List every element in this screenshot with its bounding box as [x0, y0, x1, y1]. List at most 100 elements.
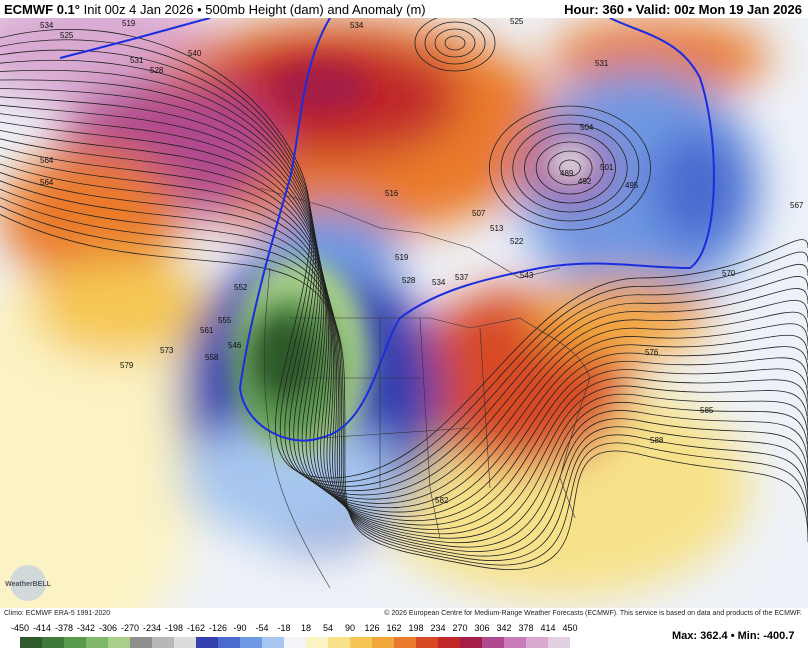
contour-label: 567 [790, 201, 804, 210]
contour [0, 113, 808, 517]
contour-label: 522 [510, 237, 524, 246]
logo-text: WeatherBELL [5, 581, 51, 588]
colorbar-swatch [108, 637, 130, 648]
contour-label: 534 [350, 21, 364, 30]
contour-label: 519 [122, 19, 136, 28]
contour [512, 123, 628, 213]
colorbar-label: -90 [233, 623, 246, 633]
contour [0, 214, 808, 570]
copyright: © 2026 European Centre for Medium-Range … [384, 610, 802, 617]
colorbar-label: -450 [11, 623, 29, 633]
colorbar-swatch [394, 637, 416, 648]
contour-label: 531 [130, 56, 144, 65]
colorbar-swatch [328, 637, 350, 648]
contour-label: 501 [600, 163, 614, 172]
colorbar-label: 342 [496, 623, 511, 633]
contour [0, 138, 808, 530]
colorbar-swatch [284, 637, 306, 648]
contour [535, 141, 605, 195]
colorbar-label: -342 [77, 623, 95, 633]
colorbar-label: 450 [562, 623, 577, 633]
contour-label: 489 [560, 169, 574, 178]
contour-label: 582 [435, 496, 449, 505]
colorbar-label: -198 [165, 623, 183, 633]
colorbar-swatch [64, 637, 86, 648]
colorbar-label: 90 [345, 623, 355, 633]
colorbar-label: -378 [55, 623, 73, 633]
colorbar-swatch [350, 637, 372, 648]
contour-label: 573 [160, 346, 174, 355]
contour-label: 570 [722, 269, 736, 278]
contour-label: 564 [40, 156, 54, 165]
contour [488, 105, 651, 231]
contour [424, 21, 486, 65]
contour-label: 540 [188, 49, 202, 58]
contour-label: 528 [150, 66, 164, 75]
contour [0, 188, 808, 557]
valid-time: Hour: 360 • Valid: 00z Mon 19 Jan 2026 [564, 2, 802, 17]
contour [0, 172, 808, 548]
colorbar-label: 270 [452, 623, 467, 633]
contour-label: 531 [595, 59, 609, 68]
contour-label: 516 [385, 189, 399, 198]
contour-label: 543 [520, 271, 534, 280]
contour-label: 561 [200, 326, 214, 335]
header-title: ECMWF 0.1° Init 00z 4 Jan 2026 • 500mb H… [4, 2, 426, 17]
colorbar-label: -306 [99, 623, 117, 633]
contour [0, 88, 808, 504]
colorbar-swatch [174, 637, 196, 648]
contour-label: 513 [490, 224, 504, 233]
colorbar-label: 18 [301, 623, 311, 633]
colorbar-label: 414 [540, 623, 555, 633]
colorbar-label: 162 [386, 623, 401, 633]
contour [0, 180, 808, 552]
contour [0, 69, 808, 496]
contour-label: 555 [218, 316, 232, 325]
contour-label: 576 [645, 348, 659, 357]
colorbar-swatch [504, 637, 526, 648]
colorbar-swatch [372, 637, 394, 648]
contour-label: 519 [395, 253, 409, 262]
colorbar-swatch [130, 637, 152, 648]
model-name: ECMWF 0.1° [4, 2, 80, 17]
contour [500, 114, 640, 222]
colorbar-swatch [262, 637, 284, 648]
colorbar-swatch [438, 637, 460, 648]
contour-label: 534 [432, 278, 446, 287]
colorbar-swatch [218, 637, 240, 648]
contour-label: 564 [40, 178, 54, 187]
contour-label: 492 [578, 177, 592, 186]
contour [444, 35, 466, 51]
contour [547, 150, 593, 186]
contour [0, 197, 808, 561]
colorbar-label: -126 [209, 623, 227, 633]
colorbar-swatch [152, 637, 174, 648]
contour-label: 546 [228, 341, 242, 350]
colorbar-swatch [306, 637, 328, 648]
contour-label: 579 [120, 361, 134, 370]
contour-label: 552 [234, 283, 248, 292]
contour-label: 528 [402, 276, 416, 285]
contour [0, 163, 808, 544]
colorbar-swatch [526, 637, 548, 648]
colorbar-swatch [482, 637, 504, 648]
colorbar-label: 126 [364, 623, 379, 633]
contour [0, 146, 808, 535]
colorbar-label: -234 [143, 623, 161, 633]
init-text: Init 00z 4 Jan 2026 • 500mb Height (dam)… [83, 2, 426, 17]
colorbar-label: 378 [518, 623, 533, 633]
contour-label: 504 [580, 123, 594, 132]
contour-label: 537 [455, 273, 469, 282]
colorbar-label: 306 [474, 623, 489, 633]
contour [0, 29, 808, 479]
colorbar-label: 198 [408, 623, 423, 633]
colorbar-swatch [86, 637, 108, 648]
contour [559, 159, 581, 177]
colorbar-swatch [42, 637, 64, 648]
contour-label: 534 [40, 21, 54, 30]
colorbar-label: 234 [430, 623, 445, 633]
colorbar-swatch [240, 637, 262, 648]
contour [434, 28, 476, 58]
contour-label: 525 [510, 18, 524, 26]
map: 519 525 531 534 528 540 534 546 552 555 558 561 564 5… [0, 18, 808, 608]
